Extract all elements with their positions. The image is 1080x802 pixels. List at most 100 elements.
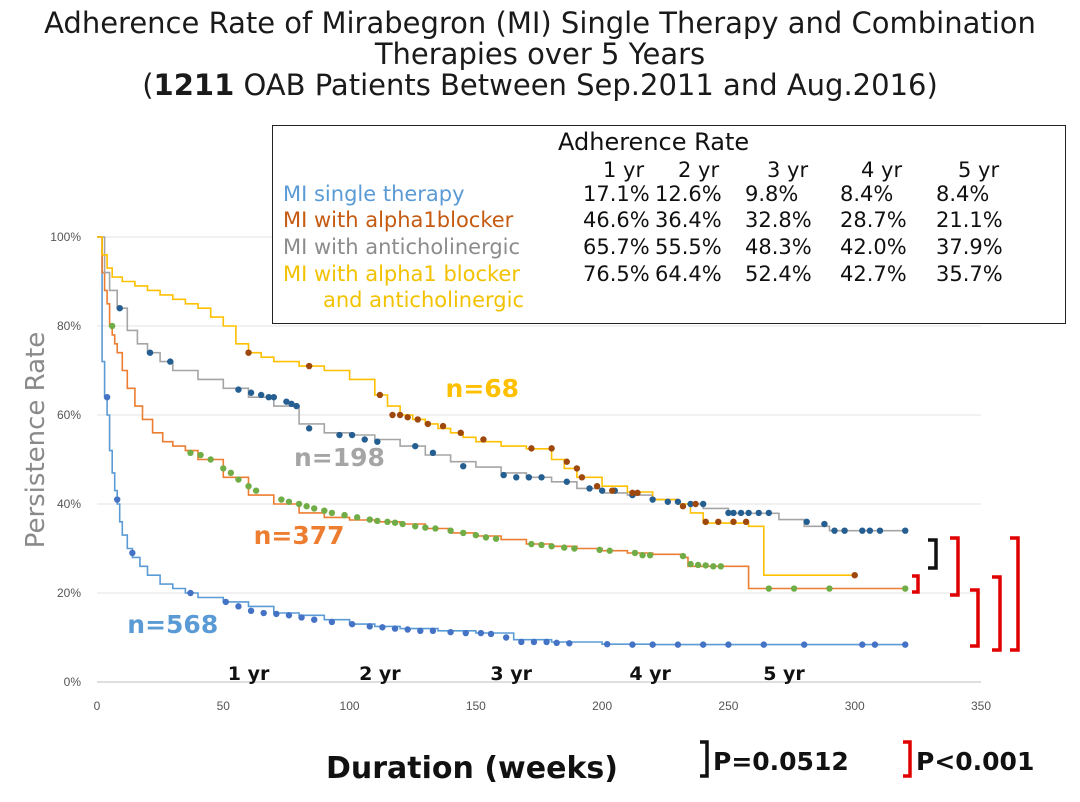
- censor-marker: [460, 529, 467, 537]
- year-col-5: 5 yr: [958, 158, 1000, 182]
- table-cell-value: 65.7%: [583, 235, 650, 259]
- censor-marker: [414, 416, 421, 423]
- censor-marker: [803, 518, 810, 525]
- table-cell-value: 9.8%: [745, 182, 799, 206]
- censor-marker: [563, 478, 570, 485]
- year-marker: 2 yr: [359, 663, 401, 685]
- censor-marker: [298, 614, 305, 621]
- censor-marker: [573, 465, 581, 472]
- censor-marker: [311, 505, 318, 512]
- censor-marker: [247, 389, 255, 396]
- censor-marker: [902, 527, 909, 534]
- censor-marker: [404, 414, 411, 421]
- y-tick-label: 60%: [57, 408, 81, 422]
- censor-marker: [273, 610, 280, 618]
- censor-marker: [634, 489, 641, 497]
- censor-marker: [538, 541, 545, 549]
- x-tick-label: 350: [971, 699, 991, 713]
- censor-marker: [730, 518, 737, 525]
- censor-marker: [866, 527, 874, 534]
- table-cell-value: 42.0%: [840, 235, 907, 259]
- year-marker: 4 yr: [629, 663, 671, 685]
- table-cell-value: 76.5%: [583, 262, 650, 286]
- censor-marker: [543, 638, 550, 646]
- pvalue-black-label: P=0.0512: [713, 747, 849, 776]
- censor-marker: [649, 641, 656, 648]
- censor-marker: [247, 607, 255, 614]
- censor-marker: [561, 544, 568, 551]
- table-cell-value: 37.9%: [936, 235, 1003, 259]
- y-axis-label: Persistence Rate: [21, 332, 51, 549]
- bracket-red-2: [950, 536, 960, 597]
- x-tick-label: 200: [592, 699, 612, 713]
- censor-marker: [116, 305, 123, 312]
- censor-marker: [725, 641, 732, 648]
- y-tick-label: 100%: [50, 230, 81, 244]
- censor-marker: [571, 545, 578, 552]
- censor-marker: [336, 431, 343, 439]
- censor-marker: [513, 474, 520, 481]
- n-label-4: n=68: [446, 374, 520, 403]
- censor-marker: [593, 483, 601, 490]
- title-line-3-rest: OAB Patients Between Sep.2011 and Aug.20…: [234, 68, 938, 102]
- table-cell-value: 52.4%: [745, 262, 812, 286]
- censor-marker: [412, 442, 419, 450]
- censor-marker: [525, 474, 533, 481]
- censor-marker: [538, 474, 545, 481]
- censor-marker: [674, 641, 682, 648]
- censor-marker: [765, 509, 773, 517]
- table-cell-value: 48.3%: [745, 235, 812, 259]
- title-line-2: Therapies over 5 Years: [374, 37, 706, 71]
- table-cell-value: 46.6%: [583, 208, 650, 232]
- censor-marker: [366, 516, 373, 523]
- bracket-red-4: [992, 575, 1002, 652]
- censor-marker: [563, 458, 570, 465]
- censor-marker: [674, 498, 682, 505]
- censor-marker: [631, 549, 639, 557]
- censor-marker: [518, 638, 525, 646]
- censor-marker: [146, 349, 154, 356]
- x-tick-label: 150: [466, 699, 486, 713]
- censor-marker: [341, 511, 348, 519]
- censor-marker: [717, 563, 725, 570]
- censor-marker: [603, 640, 611, 648]
- table-cell-value: 21.1%: [936, 208, 1003, 232]
- censor-marker: [679, 503, 687, 510]
- censor-marker: [321, 507, 328, 514]
- censor-marker: [447, 628, 454, 636]
- censor-marker: [737, 509, 745, 517]
- censor-marker: [252, 487, 260, 494]
- censor-marker: [389, 411, 396, 419]
- title-patient-count: 1211: [153, 68, 235, 102]
- censor-marker: [699, 500, 707, 508]
- censor-marker: [548, 445, 555, 452]
- censor-marker: [222, 598, 230, 606]
- censor-marker: [379, 624, 386, 631]
- censor-marker: [257, 391, 265, 399]
- x-tick-label: 300: [845, 699, 865, 713]
- title-line-3: (1211 OAB Patients Between Sep.2011 and …: [0, 70, 1080, 101]
- table-cell-value: 35.7%: [936, 262, 1003, 286]
- year-markers: 1 yr 2 yr 3 yr 4 yr 5 yr: [228, 663, 806, 685]
- censor-marker: [790, 585, 798, 592]
- censor-marker: [629, 489, 636, 497]
- y-tick-label: 20%: [57, 586, 81, 600]
- table-row-name: MI with alpha1 blocker: [283, 262, 520, 286]
- censor-marker: [417, 627, 424, 635]
- censor-marker: [227, 469, 235, 477]
- year-col-4: 4 yr: [861, 158, 903, 182]
- censor-marker: [692, 500, 699, 508]
- censor-marker: [285, 612, 293, 619]
- year-marker: 3 yr: [490, 663, 532, 685]
- censor-marker: [578, 474, 586, 481]
- censor-marker: [826, 585, 833, 592]
- censor-marker: [424, 420, 432, 428]
- censor-marker: [305, 362, 313, 370]
- censor-marker: [366, 623, 373, 630]
- y-tick-labels: 0% 20% 40% 60% 80% 100%: [50, 230, 81, 689]
- table-cell-value: 64.4%: [655, 262, 722, 286]
- censor-marker: [606, 547, 613, 554]
- censor-markers: [103, 305, 909, 648]
- title-line-1: Adherence Rate of Mirabegron (MI) Single…: [44, 6, 1036, 40]
- censor-marker: [245, 483, 252, 490]
